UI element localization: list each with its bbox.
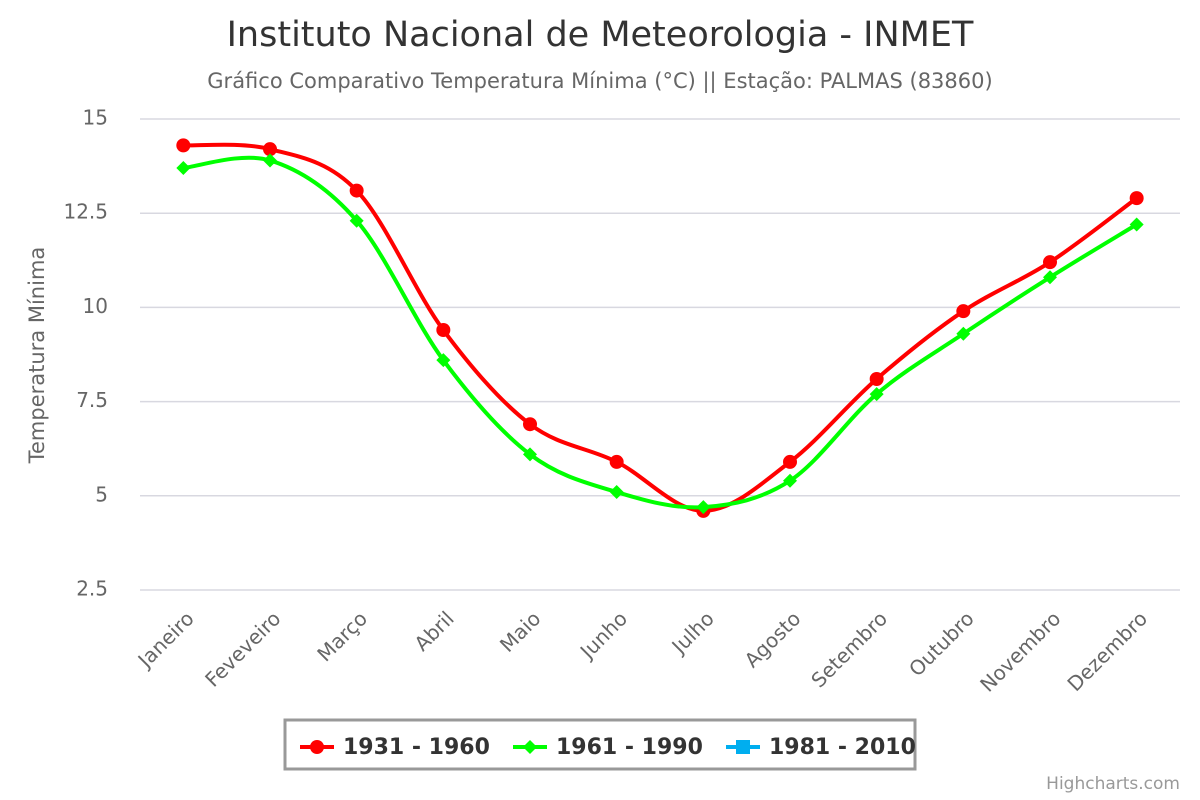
marker	[1129, 217, 1144, 232]
legend-label: 1931 - 1960	[343, 735, 490, 760]
marker	[263, 153, 277, 168]
marker	[869, 371, 884, 386]
marker	[523, 447, 537, 462]
marker	[263, 142, 277, 157]
x-tick-label: Julho	[666, 606, 719, 659]
y-axis-label: Temperatura Mínima	[25, 247, 49, 465]
y-tick-label: 15	[83, 106, 108, 130]
marker	[609, 454, 624, 469]
x-tick-label: Dezembro	[1062, 606, 1152, 696]
marker	[696, 500, 711, 515]
marker	[956, 304, 971, 319]
legend-label: 1961 - 1990	[556, 735, 703, 760]
chart-title: Instituto Nacional de Meteorologia - INM…	[227, 15, 974, 55]
marker	[523, 740, 537, 754]
y-tick-label: 2.5	[76, 577, 108, 601]
marker	[1043, 270, 1057, 285]
x-tick-label: Outubro	[904, 606, 979, 681]
series-line	[183, 142, 1138, 513]
series-line	[183, 155, 1138, 510]
marker	[783, 473, 797, 488]
marker	[436, 353, 451, 368]
x-tick-label: Feveveiro	[200, 606, 285, 691]
marker	[736, 740, 750, 754]
marker	[310, 740, 324, 754]
marker	[349, 183, 364, 198]
marker	[783, 454, 797, 469]
marker	[956, 326, 971, 341]
chart-subtitle: Gráfico Comparativo Temperatura Mínima (…	[207, 69, 992, 94]
marker	[176, 138, 191, 153]
marker	[176, 160, 191, 175]
x-tick-label: Novembro	[975, 606, 1065, 696]
marker	[436, 323, 451, 338]
legend-box	[283, 718, 917, 771]
x-tick-label: Maio	[495, 606, 545, 656]
x-tick-label: Janeiro	[132, 606, 199, 673]
marker	[523, 417, 537, 432]
marker	[1043, 255, 1057, 270]
x-tick-label: Setembro	[806, 606, 892, 692]
marker	[609, 485, 624, 500]
y-tick-label: 7.5	[76, 388, 108, 412]
y-tick-label: 10	[83, 294, 108, 318]
y-tick-label: 12.5	[63, 200, 108, 224]
legend-label: 1981 - 2010	[769, 735, 916, 760]
marker	[869, 387, 884, 402]
credits: Highcharts.com	[1046, 774, 1180, 794]
y-tick-label: 5	[95, 482, 108, 506]
x-tick-label: Agosto	[740, 606, 806, 672]
marker	[1129, 191, 1144, 206]
x-tick-label: Março	[312, 606, 372, 666]
x-tick-label: Junho	[574, 606, 632, 664]
x-tick-label: Abril	[409, 606, 458, 655]
marker	[349, 213, 364, 228]
